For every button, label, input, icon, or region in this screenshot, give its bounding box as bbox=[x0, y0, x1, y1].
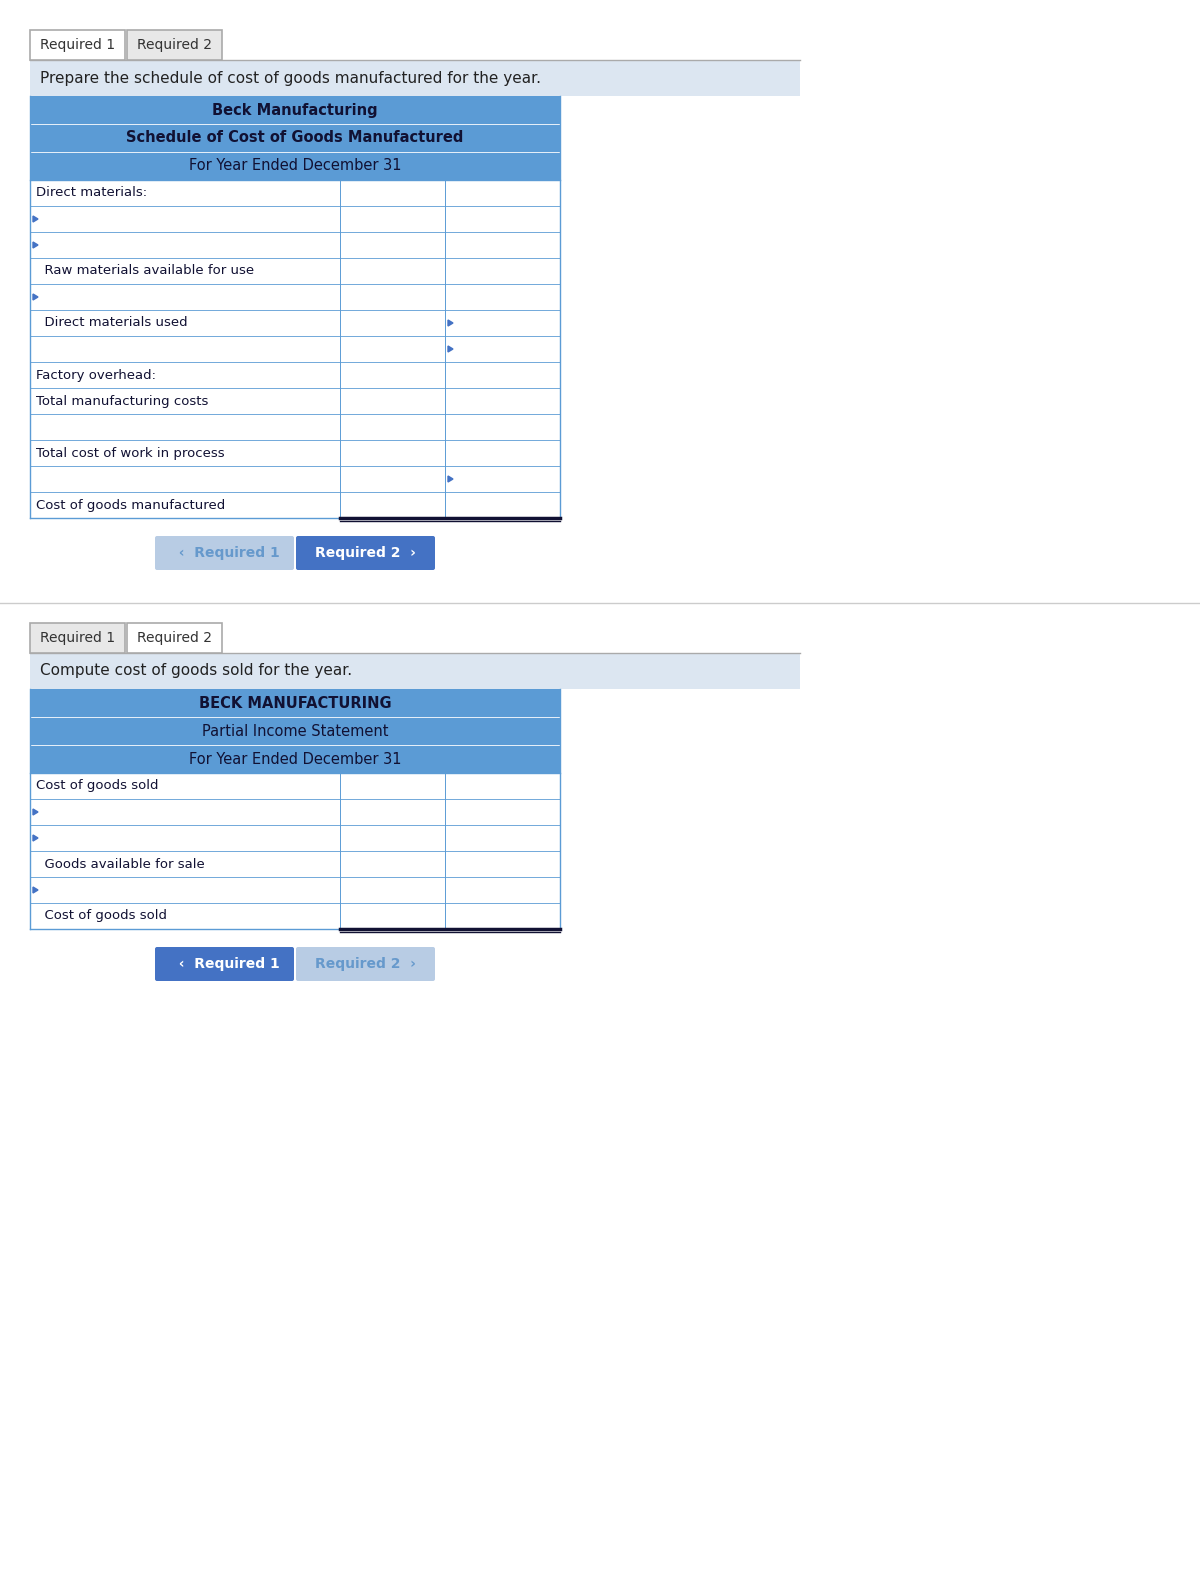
Polygon shape bbox=[34, 808, 38, 815]
Bar bbox=[30, 851, 560, 876]
Polygon shape bbox=[34, 294, 38, 301]
Text: BECK MANUFACTURING: BECK MANUFACTURING bbox=[199, 696, 391, 710]
Polygon shape bbox=[448, 346, 454, 353]
Text: Required 2: Required 2 bbox=[137, 631, 212, 645]
Bar bbox=[30, 903, 560, 929]
Bar bbox=[30, 362, 560, 388]
Bar bbox=[30, 774, 560, 799]
Bar bbox=[127, 623, 222, 653]
Bar bbox=[30, 310, 560, 335]
Bar bbox=[30, 97, 560, 180]
Text: Raw materials available for use: Raw materials available for use bbox=[36, 264, 254, 277]
Text: Cost of goods manufactured: Cost of goods manufactured bbox=[36, 498, 226, 511]
Text: Cost of goods sold: Cost of goods sold bbox=[36, 910, 167, 922]
Text: Total cost of work in process: Total cost of work in process bbox=[36, 446, 224, 459]
Text: Required 1: Required 1 bbox=[40, 38, 115, 52]
Text: Goods available for sale: Goods available for sale bbox=[36, 857, 205, 870]
Text: Required 2  ›: Required 2 › bbox=[316, 957, 416, 971]
Bar bbox=[30, 440, 560, 467]
Bar bbox=[30, 258, 560, 285]
Text: Prepare the schedule of cost of goods manufactured for the year.: Prepare the schedule of cost of goods ma… bbox=[40, 71, 541, 85]
Polygon shape bbox=[34, 217, 38, 221]
Bar bbox=[30, 30, 125, 60]
Text: Factory overhead:: Factory overhead: bbox=[36, 369, 156, 381]
Bar bbox=[30, 492, 560, 517]
FancyBboxPatch shape bbox=[296, 536, 436, 570]
Text: ‹  Required 1: ‹ Required 1 bbox=[169, 957, 280, 971]
Text: ‹  Required 1: ‹ Required 1 bbox=[169, 546, 280, 560]
Bar bbox=[30, 623, 125, 653]
Text: Cost of goods sold: Cost of goods sold bbox=[36, 780, 158, 793]
FancyBboxPatch shape bbox=[155, 536, 294, 570]
Polygon shape bbox=[448, 320, 454, 326]
Text: Schedule of Cost of Goods Manufactured: Schedule of Cost of Goods Manufactured bbox=[126, 130, 463, 146]
Bar bbox=[30, 180, 560, 206]
Text: Required 2  ›: Required 2 › bbox=[316, 546, 416, 560]
Bar bbox=[30, 414, 560, 440]
Text: Partial Income Statement: Partial Income Statement bbox=[202, 723, 389, 739]
Polygon shape bbox=[448, 476, 454, 483]
Polygon shape bbox=[34, 242, 38, 248]
Bar bbox=[30, 206, 560, 233]
Text: Direct materials:: Direct materials: bbox=[36, 187, 148, 199]
FancyBboxPatch shape bbox=[296, 948, 436, 981]
Text: Compute cost of goods sold for the year.: Compute cost of goods sold for the year. bbox=[40, 663, 352, 679]
Bar bbox=[30, 467, 560, 492]
Bar bbox=[30, 824, 560, 851]
Text: Required 1: Required 1 bbox=[40, 631, 115, 645]
Polygon shape bbox=[34, 888, 38, 892]
Text: For Year Ended December 31: For Year Ended December 31 bbox=[188, 751, 401, 767]
Bar bbox=[30, 335, 560, 362]
Text: Required 2: Required 2 bbox=[137, 38, 212, 52]
Text: Total manufacturing costs: Total manufacturing costs bbox=[36, 394, 209, 408]
Text: Direct materials used: Direct materials used bbox=[36, 316, 187, 329]
Bar bbox=[127, 30, 222, 60]
Bar bbox=[30, 60, 800, 97]
Bar bbox=[30, 690, 560, 774]
Text: Beck Manufacturing: Beck Manufacturing bbox=[212, 103, 378, 117]
FancyBboxPatch shape bbox=[155, 948, 294, 981]
Bar bbox=[30, 233, 560, 258]
Bar bbox=[30, 285, 560, 310]
Bar bbox=[30, 799, 560, 824]
Polygon shape bbox=[34, 835, 38, 842]
Bar bbox=[30, 653, 800, 690]
Bar bbox=[30, 876, 560, 903]
Text: For Year Ended December 31: For Year Ended December 31 bbox=[188, 158, 401, 174]
Bar bbox=[30, 388, 560, 414]
